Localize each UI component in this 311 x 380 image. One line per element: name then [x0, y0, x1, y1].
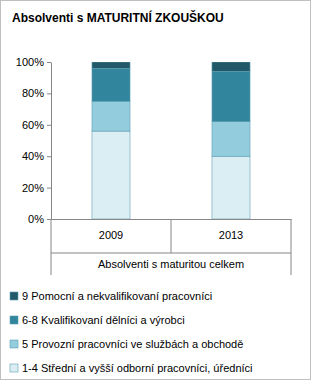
- y-axis: 0% 20% 40% 60% 80% 100%: [16, 56, 52, 225]
- legend-label: 1-4 Střední a vyšší odborní pracovníci, …: [22, 362, 253, 374]
- legend-label: 9 Pomocní a nekvalifikovaní pracovníci: [22, 290, 212, 302]
- tick-mark: [47, 188, 51, 189]
- bar: [92, 101, 130, 131]
- legend-swatch: [10, 340, 18, 348]
- tick-mark: [47, 156, 51, 157]
- tick: 2013: [219, 229, 243, 241]
- tick-mark: [47, 219, 51, 220]
- tick-label: 0%: [28, 213, 44, 225]
- tick-label: 100%: [16, 56, 44, 68]
- tick-mark: [47, 93, 51, 94]
- axis-divider: [51, 253, 291, 254]
- axis-divider: [51, 219, 52, 275]
- bar: [92, 131, 130, 219]
- x-axis-title: Absolventi s maturitou celkem: [98, 258, 244, 270]
- plot-area: [92, 62, 250, 219]
- tick: 2009: [99, 229, 123, 241]
- legend-label: 6-8 Kvalifikovaní dělníci a výrobci: [22, 314, 185, 326]
- bar: [92, 62, 130, 68]
- y-axis-line: [51, 63, 52, 220]
- tick: 20%: [22, 182, 51, 194]
- tick: 60%: [22, 119, 51, 131]
- tick: 40%: [22, 150, 51, 162]
- title: Absolventi s MATURITNÍ ZKOUŠKOU: [12, 10, 224, 25]
- tick: 100%: [16, 56, 51, 68]
- legend-swatch: [10, 316, 18, 324]
- tick-label: 2009: [99, 229, 123, 241]
- bar: [92, 68, 130, 101]
- tick: 0%: [28, 213, 51, 225]
- legend-swatch: [10, 364, 18, 372]
- tick-label: 60%: [22, 119, 44, 131]
- tick-mark: [47, 125, 51, 126]
- axis-divider: [171, 219, 172, 253]
- bar: [212, 62, 250, 71]
- legend-label: 5 Provozní pracovníci ve službách a obch…: [22, 338, 243, 350]
- tick-label: 40%: [22, 150, 44, 162]
- chart-frame: [1, 1, 311, 380]
- tick-mark: [47, 62, 51, 63]
- chart: Absolventi s MATURITNÍ ZKOUŠKOU 0% 20% 40% 6…: [0, 0, 311, 380]
- tick-label: 20%: [22, 182, 44, 194]
- bar: [212, 122, 250, 157]
- legend-swatch: [10, 292, 18, 300]
- legend: 9 Pomocní a nekvalifikovaní pracovníci 6-…: [10, 290, 253, 374]
- tick-label: 80%: [22, 87, 44, 99]
- axis-divider: [291, 219, 292, 275]
- tick: 80%: [22, 87, 51, 99]
- bar: [212, 156, 250, 219]
- tick-label: 2013: [219, 229, 243, 241]
- bar: [212, 71, 250, 121]
